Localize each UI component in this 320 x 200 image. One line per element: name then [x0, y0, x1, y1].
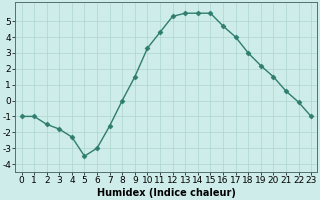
- X-axis label: Humidex (Indice chaleur): Humidex (Indice chaleur): [97, 188, 236, 198]
